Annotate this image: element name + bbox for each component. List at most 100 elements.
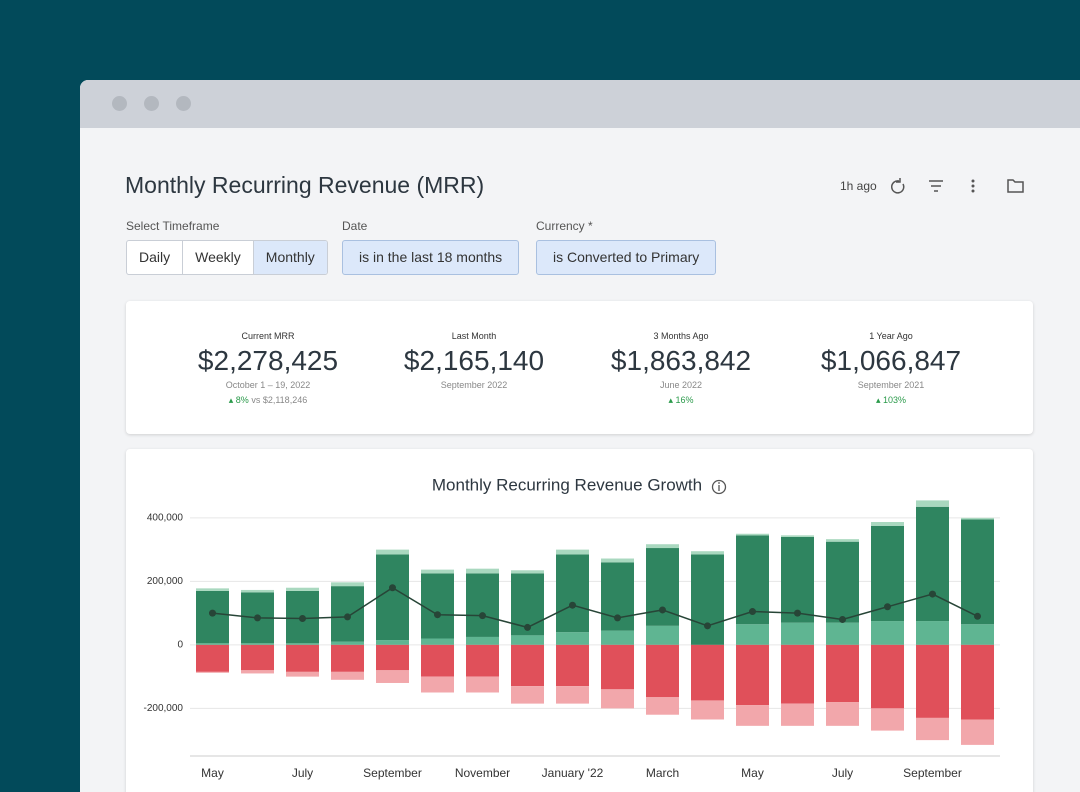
bar-segment xyxy=(826,541,859,623)
window-dot[interactable] xyxy=(176,96,191,111)
bar-segment xyxy=(331,582,364,587)
bar-segment xyxy=(871,522,904,526)
bar-segment xyxy=(916,717,949,741)
net-point xyxy=(794,609,801,617)
bar-segment xyxy=(826,622,859,645)
bar-segment xyxy=(601,689,634,709)
bar-segment xyxy=(421,573,454,639)
window-dot[interactable] xyxy=(112,96,127,111)
window-dot[interactable] xyxy=(144,96,159,111)
title-bar xyxy=(80,80,1080,128)
kpi: 3 Months Ago $1,863,842 June 2022 ▴ 16% xyxy=(581,331,781,406)
bar-segment xyxy=(691,700,724,720)
bar-segment xyxy=(691,644,724,701)
bar-segment xyxy=(961,624,994,645)
filter-label: Currency * xyxy=(536,219,593,233)
kpi: 1 Year Ago $1,066,847 September 2021 ▴ 1… xyxy=(791,331,991,406)
net-point xyxy=(569,601,576,609)
bar-segment xyxy=(511,570,544,574)
kpi-change: 103% xyxy=(883,395,907,405)
kpi-period: September 2021 xyxy=(857,380,925,390)
net-point xyxy=(749,608,756,616)
kpi-change-row: ▴ 103% xyxy=(875,395,907,405)
bar-segment xyxy=(466,573,499,637)
filter-icon[interactable] xyxy=(929,180,943,192)
x-tick-label: May xyxy=(201,766,224,780)
net-point xyxy=(434,611,441,619)
bar-segment xyxy=(376,554,409,641)
x-tick-label: September xyxy=(903,766,962,780)
x-tick-label: November xyxy=(455,766,510,780)
net-point xyxy=(659,606,666,614)
bar-segment xyxy=(691,554,724,645)
page-title: Monthly Recurring Revenue (MRR) xyxy=(125,172,485,198)
kpi-change-row: ▴ 16% xyxy=(668,395,694,405)
bar-segment xyxy=(196,588,229,591)
bar-segment xyxy=(331,671,364,680)
y-tick-label: 200,000 xyxy=(147,576,184,587)
bar-segment xyxy=(961,517,994,520)
timeframe-option[interactable]: Daily xyxy=(127,241,184,274)
bar-segment xyxy=(241,670,274,674)
bar-segment xyxy=(196,644,229,672)
bar-segment xyxy=(421,638,454,645)
info-icon[interactable] xyxy=(711,479,727,495)
bar-segment xyxy=(556,644,589,687)
bar-segment xyxy=(961,519,994,625)
bar-segment xyxy=(736,644,769,706)
bar-segment xyxy=(241,644,274,671)
bar-segment xyxy=(601,558,634,563)
bar-segment xyxy=(556,686,589,704)
bar-segment xyxy=(736,533,769,536)
bar-segment xyxy=(781,703,814,726)
bar-segment xyxy=(376,640,409,645)
kpi-period: September 2022 xyxy=(440,380,508,390)
bar-segment xyxy=(556,549,589,555)
kpi-compare: vs $2,118,246 xyxy=(251,395,308,405)
chart-title: Monthly Recurring Revenue Growth xyxy=(432,475,702,494)
kpi: Current MRR $2,278,425 October 1 – 19, 2… xyxy=(168,331,368,406)
bar-segment xyxy=(646,697,679,715)
bar-segment xyxy=(871,644,904,709)
folder-icon[interactable] xyxy=(1007,179,1024,193)
net-point xyxy=(929,590,936,598)
bar-segment xyxy=(781,644,814,704)
bar-segment xyxy=(961,644,994,720)
bar-segment xyxy=(781,535,814,537)
kpi-label: Last Month xyxy=(451,331,497,341)
timeframe-option[interactable]: Monthly xyxy=(253,241,327,274)
x-tick-label: July xyxy=(832,766,853,780)
x-tick-label: July xyxy=(292,766,313,780)
kpi-value: $1,066,847 xyxy=(820,345,962,376)
bar-segment xyxy=(421,676,454,693)
refresh-icon[interactable] xyxy=(891,178,905,194)
bar-segment xyxy=(196,590,229,644)
y-tick-label: -200,000 xyxy=(144,703,184,714)
bar-segment xyxy=(826,644,859,703)
bar-segment xyxy=(331,644,364,672)
filter-label: Select Timeframe xyxy=(126,219,220,233)
kpi-change-row: ▴ 8% vs $2,118,246 xyxy=(228,395,308,405)
more-icon[interactable] xyxy=(971,179,975,193)
bar-segment xyxy=(916,506,949,622)
filter-pill[interactable]: is Converted to Primary xyxy=(536,240,717,275)
filter-pill[interactable]: is in the last 18 months xyxy=(342,240,520,275)
x-tick-label: March xyxy=(646,766,679,780)
timeframe-option[interactable]: Weekly xyxy=(183,241,254,274)
bar-segment xyxy=(871,621,904,645)
y-tick-label: 0 xyxy=(177,640,183,651)
filter-label: Date xyxy=(342,219,368,233)
kpi-period: October 1 – 19, 2022 xyxy=(225,380,311,390)
net-point xyxy=(704,622,711,630)
kpi-period: June 2022 xyxy=(659,380,703,390)
bar-segment xyxy=(601,644,634,690)
bar-segment xyxy=(196,671,229,673)
net-point xyxy=(479,612,486,620)
bar-segment xyxy=(331,641,364,645)
net-line xyxy=(212,586,978,629)
bar-segment xyxy=(646,544,679,549)
bar-segment xyxy=(556,632,589,645)
bar-segment xyxy=(646,625,679,645)
net-point xyxy=(209,609,216,617)
